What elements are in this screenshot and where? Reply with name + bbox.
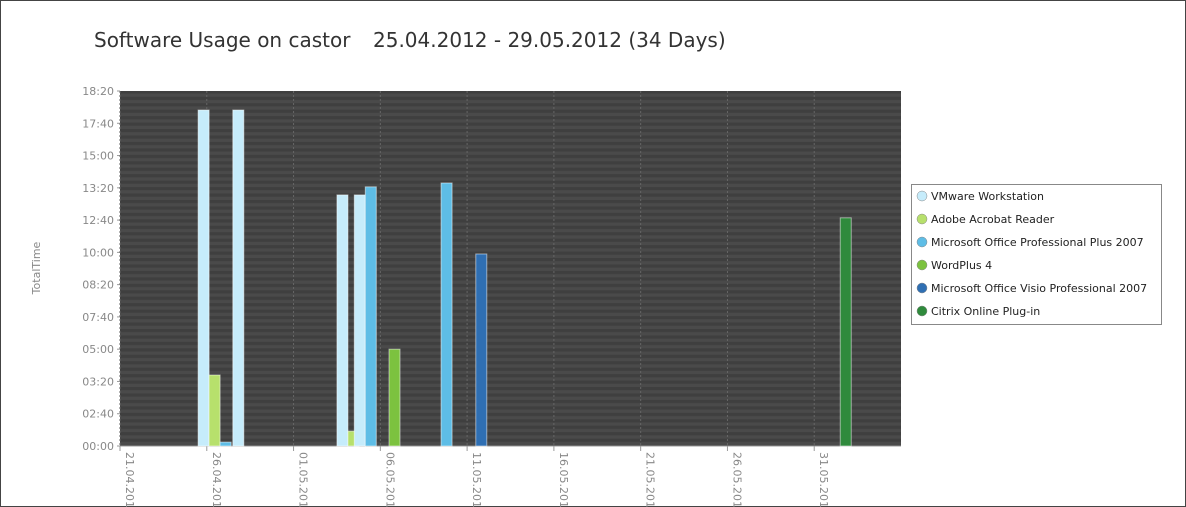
x-tick-label: 21.05.2012 bbox=[644, 452, 657, 507]
legend-marker bbox=[916, 190, 928, 202]
legend-text: WordPlus 4 bbox=[931, 259, 992, 272]
y-tick-label: 07:40 bbox=[82, 311, 114, 324]
bar bbox=[232, 109, 245, 447]
x-tick-label: 11.05.2012 bbox=[470, 452, 483, 507]
x-tick-label: 16.05.2012 bbox=[557, 452, 570, 507]
x-tick-label: 06.05.2012 bbox=[383, 452, 396, 507]
legend-text: Citrix Online Plug-in bbox=[931, 305, 1040, 318]
chart-subtitle: 25.04.2012 - 29.05.2012 (34 Days) bbox=[373, 28, 726, 52]
legend-marker bbox=[916, 213, 928, 225]
y-tick-label: 10:00 bbox=[82, 246, 114, 259]
y-tick-label: 12:40 bbox=[82, 214, 114, 227]
legend-marker bbox=[916, 282, 928, 294]
y-tick-label: 03:20 bbox=[82, 375, 114, 388]
x-tick-label: 26.04.2012 bbox=[210, 452, 223, 507]
y-tick-label: 17:40 bbox=[82, 117, 114, 130]
legend bbox=[911, 184, 1162, 325]
legend-marker bbox=[916, 236, 928, 248]
bar bbox=[353, 194, 366, 447]
plot-area bbox=[120, 91, 901, 446]
bar bbox=[364, 186, 377, 447]
bar bbox=[197, 109, 210, 447]
y-tick-label: 08:20 bbox=[82, 279, 114, 292]
x-tick-label: 31.05.2012 bbox=[817, 452, 830, 507]
bar bbox=[208, 374, 221, 447]
bar bbox=[475, 253, 488, 447]
x-tick-label: 26.05.2012 bbox=[730, 452, 743, 507]
legend-text: Microsoft Office Visio Professional 2007 bbox=[931, 282, 1147, 295]
y-tick-label: 05:00 bbox=[82, 343, 114, 356]
legend-text: Adobe Acrobat Reader bbox=[931, 213, 1055, 226]
bar bbox=[839, 217, 852, 447]
y-tick-label: 02:40 bbox=[82, 408, 114, 421]
legend-text: VMware Workstation bbox=[931, 190, 1044, 203]
chart-title: Software Usage on castor bbox=[94, 28, 351, 52]
y-tick-label: 00:00 bbox=[82, 440, 114, 453]
bar bbox=[440, 182, 453, 447]
y-tick-label: 15:00 bbox=[82, 150, 114, 163]
legend-text: Microsoft Office Professional Plus 2007 bbox=[931, 236, 1144, 249]
legend-marker bbox=[916, 259, 928, 271]
x-tick-label: 01.05.2012 bbox=[297, 452, 310, 507]
x-tick-label: 21.04.2012 bbox=[123, 452, 136, 507]
bar bbox=[336, 194, 349, 447]
bar bbox=[219, 441, 232, 447]
legend-marker bbox=[916, 305, 928, 317]
bar bbox=[388, 348, 401, 447]
y-tick-label: 13:20 bbox=[82, 182, 114, 195]
y-tick-label: 18:20 bbox=[82, 85, 114, 98]
y-axis-label: TotalTime bbox=[30, 241, 43, 295]
